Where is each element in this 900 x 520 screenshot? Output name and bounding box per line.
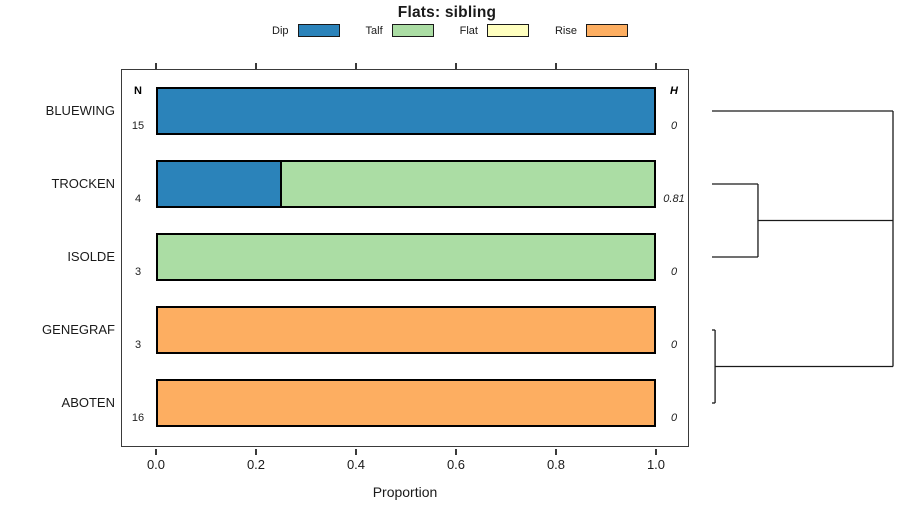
category-label-genegraf: GENEGRAF xyxy=(42,322,115,337)
x-tick-label-0.6: 0.6 xyxy=(446,457,466,472)
bar-row-genegraf xyxy=(156,306,656,354)
category-label-aboten: ABOTEN xyxy=(61,395,115,410)
legend-swatch xyxy=(586,24,628,37)
category-label-trocken: TROCKEN xyxy=(51,176,115,191)
legend-swatch xyxy=(391,24,434,37)
n-column-header: N xyxy=(134,85,142,97)
legend-label: Rise xyxy=(554,24,577,37)
x-tick-label-0.0: 0.0 xyxy=(146,457,166,472)
bar-row-aboten xyxy=(156,379,656,427)
x-axis-top-tick xyxy=(255,62,257,69)
h-value: 0.81 xyxy=(663,193,685,205)
chart-title: Flats: sibling xyxy=(397,4,497,21)
x-axis-bottom-tick xyxy=(155,448,157,455)
bar-segment-talf xyxy=(158,235,654,279)
h-value: 0 xyxy=(670,120,678,132)
bar-row-bluewing xyxy=(156,87,656,135)
n-value: 3 xyxy=(134,339,142,351)
x-tick-label-0.8: 0.8 xyxy=(546,457,566,472)
x-axis-top-tick xyxy=(655,62,657,69)
legend-item-dip: Dip xyxy=(272,24,340,37)
legend-item-flat: Flat xyxy=(460,24,529,37)
bar-row-isolde xyxy=(156,233,656,281)
x-axis-label: Proportion xyxy=(372,484,438,500)
n-value: 3 xyxy=(134,266,142,278)
x-axis-bottom-tick xyxy=(555,448,557,455)
x-axis-top-tick xyxy=(555,62,557,69)
x-axis-bottom-tick xyxy=(255,448,257,455)
n-value: 15 xyxy=(131,120,145,132)
x-axis-top-tick xyxy=(155,62,157,69)
x-axis-bottom-tick xyxy=(455,448,457,455)
category-label-bluewing: BLUEWING xyxy=(45,103,115,118)
x-axis-bottom-tick xyxy=(355,448,357,455)
x-axis-top-tick xyxy=(355,62,357,69)
x-tick-label-1.0: 1.0 xyxy=(646,457,666,472)
legend-swatch xyxy=(486,24,529,37)
h-value: 0 xyxy=(670,266,678,278)
legend-label: Dip xyxy=(272,24,289,37)
bar-segment-talf xyxy=(282,162,654,206)
bar-segment-rise xyxy=(158,381,654,425)
x-axis-top-tick xyxy=(455,62,457,69)
h-value: 0 xyxy=(670,339,678,351)
legend-label: Flat xyxy=(459,24,478,37)
bar-segment-dip xyxy=(158,89,654,133)
legend-item-rise: Rise xyxy=(555,24,628,37)
h-column-header: H xyxy=(670,85,678,97)
bar-segment-dip xyxy=(158,162,282,206)
x-tick-label-0.4: 0.4 xyxy=(346,457,366,472)
bar-segment-rise xyxy=(158,308,654,352)
h-value: 0 xyxy=(670,412,678,424)
legend-swatch xyxy=(297,24,340,37)
n-value: 4 xyxy=(134,193,142,205)
legend-label: Talf xyxy=(365,24,383,37)
x-axis-bottom-tick xyxy=(655,448,657,455)
category-label-isolde: ISOLDE xyxy=(67,249,115,264)
plot-area-border xyxy=(121,69,689,447)
x-tick-label-0.2: 0.2 xyxy=(246,457,266,472)
n-value: 16 xyxy=(131,412,145,424)
bar-row-trocken xyxy=(156,160,656,208)
legend-item-talf: Talf xyxy=(366,24,434,37)
legend: Dip Talf Flat Rise xyxy=(0,24,900,37)
